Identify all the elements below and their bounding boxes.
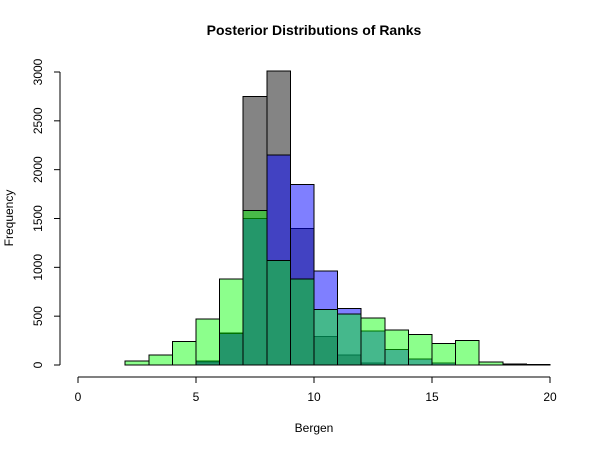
series-3-bar-13 — [407, 334, 433, 366]
series-3-bar-9 — [313, 308, 339, 366]
y-axis: 0 500 1000 1500 2000 2500 3000 — [31, 58, 61, 368]
series-3-bar-8 — [289, 278, 315, 366]
series-3-bar-3 — [171, 341, 197, 366]
y-tick-label: 0 — [31, 361, 45, 368]
series-3-bar-11 — [360, 317, 386, 366]
y-tick-label: 1500 — [31, 205, 45, 232]
series-3-bar-7 — [266, 259, 291, 366]
series-3-bar-16 — [478, 361, 504, 366]
y-axis-label: Frequency — [2, 190, 16, 247]
y-tick-label: 500 — [31, 306, 45, 326]
x-tick-label: 20 — [543, 390, 557, 404]
x-axis: 0 5 10 15 20 — [75, 376, 557, 404]
series-3-bar-12 — [384, 329, 409, 366]
x-tick-label: 5 — [193, 390, 200, 404]
x-tick-label: 0 — [75, 390, 82, 404]
y-tick-label: 2000 — [31, 156, 45, 183]
x-axis-label: Bergen — [295, 421, 334, 435]
y-tick-label: 1000 — [31, 254, 45, 281]
chart-title: Posterior Distributions of Ranks — [207, 22, 422, 38]
series-3-bar-2 — [148, 354, 173, 366]
x-tick-label: 15 — [425, 390, 439, 404]
series-3-bar-17 — [502, 363, 527, 366]
y-tick-label: 2500 — [31, 107, 45, 134]
series-3-bar-5 — [219, 278, 244, 366]
series-3-bar-10 — [337, 313, 362, 366]
y-tick-label: 3000 — [31, 58, 45, 85]
series-3-bar-6 — [242, 210, 268, 366]
series-3-bar-4 — [195, 318, 221, 366]
bars-layer — [124, 70, 551, 366]
series-3-bar-15 — [455, 340, 480, 366]
series-3-bar-14 — [431, 343, 457, 366]
series-3-bar-1 — [124, 360, 150, 366]
x-tick-label: 10 — [307, 390, 321, 404]
